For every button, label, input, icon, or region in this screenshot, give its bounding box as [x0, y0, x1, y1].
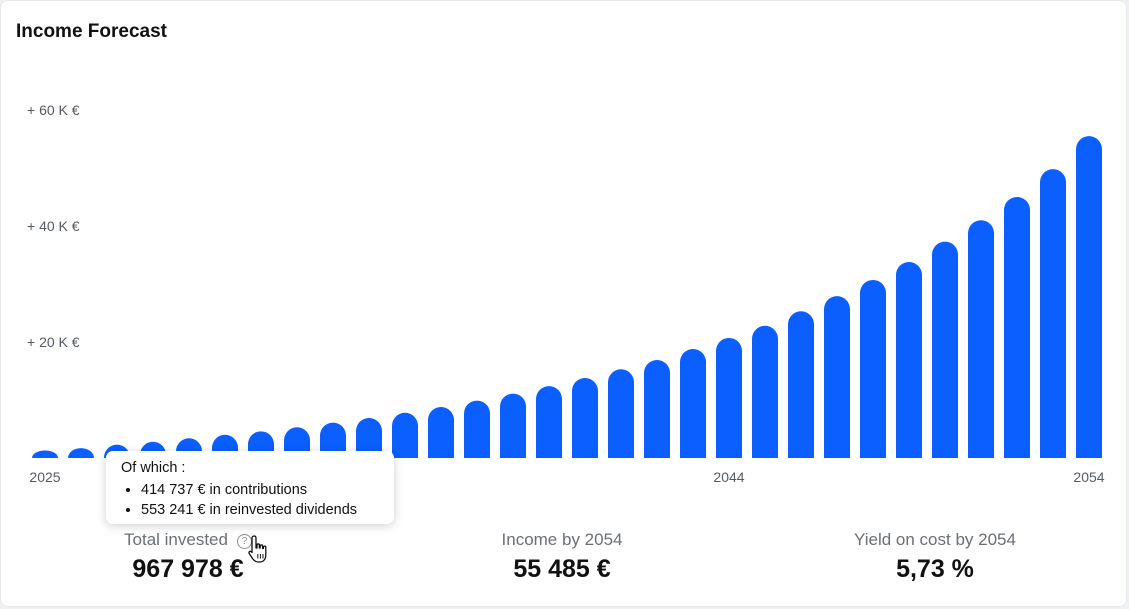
bar-2050[interactable] [932, 241, 958, 458]
bar-2041[interactable] [608, 369, 634, 458]
kpi-total-invested: Total invested? 967 978 € [38, 529, 338, 584]
income-bar-chart: + 20 K € + 40 K € + 60 K € 2025 2044 2054 [27, 102, 1105, 485]
kpi-label: Total invested [124, 530, 228, 549]
bar-2040[interactable] [572, 377, 598, 458]
y-tick-label: + 20 K € [27, 334, 80, 350]
bar-2046[interactable] [788, 311, 814, 458]
tooltip-list: 414 737 € in contributions 553 241 € in … [121, 480, 379, 520]
kpi-value: 967 978 € [132, 555, 244, 583]
bar-2042[interactable] [644, 359, 670, 458]
y-axis-ticks: + 20 K € + 40 K € + 60 K € [27, 102, 80, 350]
bar-2043[interactable] [680, 348, 706, 458]
x-tick-label: 2044 [713, 469, 744, 485]
kpi-label: Yield on cost by 2054 [854, 530, 1016, 549]
bar-2054[interactable] [1076, 136, 1102, 458]
bar-2037[interactable] [464, 400, 490, 458]
bar-2035[interactable] [392, 412, 418, 458]
bar-2025[interactable] [32, 450, 58, 458]
bar-2044[interactable] [716, 337, 742, 458]
bar-2053[interactable] [1040, 169, 1066, 458]
kpi-income-by-2054: Income by 2054 55 485 € [412, 529, 712, 584]
bar-2034[interactable] [356, 417, 382, 458]
bar-2026[interactable] [68, 448, 94, 458]
y-tick-label: + 40 K € [27, 218, 80, 234]
bar-2036[interactable] [428, 406, 454, 458]
kpi-yield-on-cost: Yield on cost by 2054 5,73 % [785, 529, 1085, 584]
bar-2033[interactable] [320, 422, 346, 458]
tooltip-title: Of which : [121, 460, 186, 476]
bar-2039[interactable] [536, 386, 562, 458]
total-invested-tooltip: Of which : 414 737 € in contributions 55… [106, 451, 394, 524]
x-tick-label: 2054 [1073, 469, 1104, 485]
bar-2049[interactable] [896, 261, 922, 458]
tooltip-item-reinvested-dividends: 553 241 € in reinvested dividends [141, 500, 379, 520]
bar-2052[interactable] [1004, 197, 1030, 458]
card-title: Income Forecast [16, 21, 167, 42]
bar-2048[interactable] [860, 279, 887, 458]
x-axis-ticks: 2025 2044 2054 [29, 469, 1104, 485]
kpi-label: Income by 2054 [501, 530, 623, 549]
kpi-value: 55 485 € [513, 555, 611, 583]
x-tick-label: 2025 [29, 469, 60, 485]
bar-2047[interactable] [824, 296, 850, 458]
kpi-value: 5,73 % [896, 555, 974, 583]
bar-2038[interactable] [500, 393, 526, 458]
bar-2045[interactable] [752, 325, 778, 458]
tooltip-item-contributions: 414 737 € in contributions [141, 480, 379, 500]
y-tick-label: + 60 K € [27, 102, 80, 118]
bar-2051[interactable] [968, 220, 994, 458]
bar-2032[interactable] [284, 427, 310, 458]
hand-pointer-icon [248, 535, 267, 563]
bars [32, 136, 1102, 458]
